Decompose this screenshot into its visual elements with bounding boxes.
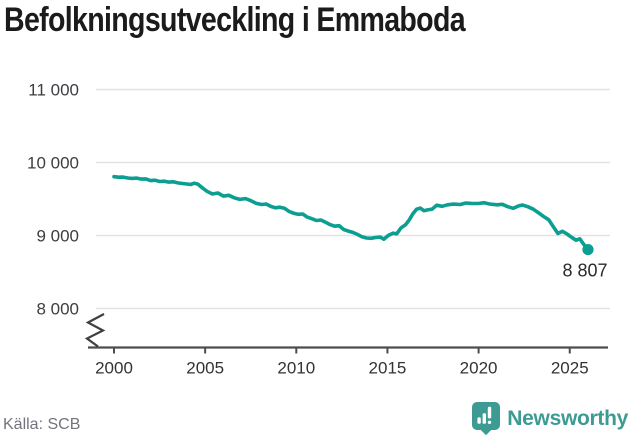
chart-title: Befolkningsutveckling i Emmaboda (4, 1, 466, 39)
x-tick-label: 2000 (95, 359, 133, 378)
x-tick-label: 2020 (460, 359, 498, 378)
x-tick-label: 2010 (277, 359, 315, 378)
y-tick-label: 10 000 (27, 154, 79, 173)
y-tick-label: 9 000 (36, 227, 79, 246)
x-tick-label: 2015 (369, 359, 407, 378)
last-point-marker (582, 243, 594, 256)
newsworthy-logo[interactable]: Newsworthy (472, 402, 628, 435)
population-line (112, 174, 590, 252)
newsworthy-wordmark: Newsworthy (507, 406, 628, 430)
y-tick-label: 8 000 (36, 300, 79, 319)
newsworthy-badge-icon (472, 402, 501, 435)
axis-break-icon (84, 313, 106, 348)
x-tick-label: 2025 (551, 359, 589, 378)
y-tick-label: 11 000 (28, 81, 79, 100)
x-tick-label: 2005 (186, 359, 224, 378)
source-note: Källa: SCB (3, 416, 81, 433)
last-value-label: 8 807 (562, 261, 607, 281)
